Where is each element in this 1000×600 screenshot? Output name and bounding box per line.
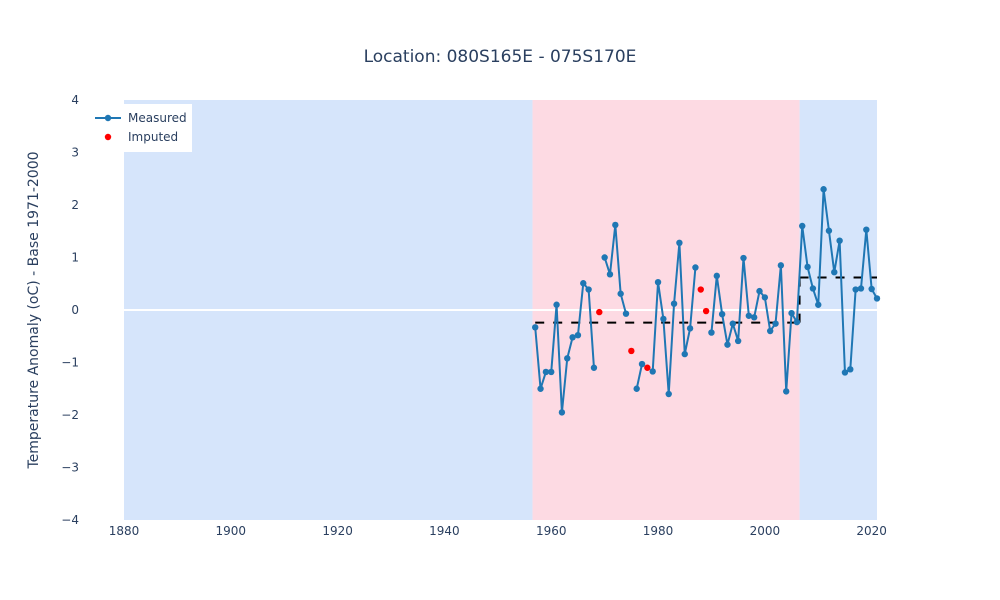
data-point-measured — [638, 360, 646, 368]
data-point-measured — [590, 364, 598, 371]
data-point-measured — [820, 186, 827, 193]
data-point-measured — [580, 280, 587, 287]
data-point-measured — [863, 226, 870, 233]
legend-label-imputed: Imputed — [128, 130, 178, 144]
y-tick-label: 3 — [71, 146, 79, 160]
data-point-measured — [686, 325, 694, 332]
data-point-measured — [553, 301, 560, 308]
chart-title: Location: 080S165E - 075S170E — [364, 47, 637, 67]
data-point-measured — [750, 314, 758, 321]
x-tick-label: 1980 — [643, 524, 674, 538]
data-point-measured — [734, 337, 742, 345]
data-point-imputed — [697, 286, 704, 293]
x-tick-label: 1880 — [109, 524, 140, 538]
data-point-measured — [847, 366, 854, 373]
x-tick-label: 1960 — [536, 524, 567, 538]
y-tick-label: 2 — [71, 198, 79, 212]
data-point-measured — [766, 327, 774, 335]
data-point-measured — [777, 262, 785, 269]
x-tick-label: 1940 — [429, 524, 460, 538]
data-point-measured — [665, 390, 672, 398]
data-point-measured — [825, 227, 833, 234]
data-point-measured — [606, 271, 614, 278]
data-point-measured — [852, 286, 859, 293]
data-point-measured — [857, 285, 865, 292]
data-point-measured — [622, 310, 630, 317]
data-point-measured — [708, 329, 715, 336]
series-points — [532, 186, 881, 416]
data-point-measured — [532, 324, 539, 331]
data-point-measured — [569, 334, 576, 341]
data-point-measured — [836, 237, 843, 244]
data-point-measured — [831, 269, 838, 276]
y-axis-title: Temperature Anomaly (oC) - Base 1971-200… — [26, 151, 42, 469]
series-line-measured-2 — [635, 363, 643, 389]
data-point-measured — [788, 309, 795, 317]
data-point-measured — [761, 294, 769, 301]
data-point-measured — [649, 368, 656, 375]
y-tick-label: 4 — [71, 93, 79, 107]
legend-marker-imputed — [104, 133, 112, 141]
data-point-measured — [740, 254, 747, 262]
data-point-measured — [793, 318, 801, 326]
data-point-measured — [772, 320, 779, 327]
data-point-imputed — [702, 307, 710, 315]
y-tick-label: −3 — [61, 461, 79, 475]
legend-box — [92, 104, 192, 152]
data-point-measured — [633, 385, 640, 392]
y-tick-label: −2 — [61, 408, 79, 422]
data-point-measured — [558, 409, 566, 416]
data-point-measured — [718, 311, 726, 318]
data-point-measured — [692, 264, 699, 271]
data-point-measured — [617, 290, 624, 297]
data-point-measured — [724, 341, 731, 348]
data-point-measured — [564, 355, 571, 362]
data-point-measured — [868, 285, 875, 293]
data-point-measured — [676, 239, 683, 246]
legend-marker-measured — [104, 114, 112, 122]
data-point-measured — [809, 285, 817, 292]
data-point-measured — [681, 350, 688, 358]
data-point-measured — [601, 254, 608, 261]
data-point-measured — [542, 368, 550, 376]
x-tick-label: 2000 — [750, 524, 781, 538]
data-point-measured — [841, 369, 849, 376]
data-point-measured — [729, 320, 737, 327]
data-point-measured — [574, 332, 582, 339]
data-point-measured — [537, 385, 544, 392]
y-tick-label: −1 — [61, 356, 79, 370]
data-point-measured — [783, 388, 790, 395]
data-point-measured — [756, 287, 763, 295]
x-axis: 1880 1900 1920 1940 1960 1980 2000 2020 — [109, 524, 887, 538]
data-point-measured — [612, 221, 619, 229]
y-tick-label: −4 — [61, 513, 79, 527]
data-point-measured — [815, 301, 822, 308]
data-point-measured — [654, 278, 662, 286]
y-tick-label: 1 — [71, 251, 79, 265]
data-point-measured — [799, 222, 806, 230]
y-axis: −4 −3 −2 −1 0 1 2 3 4 — [61, 93, 79, 527]
legend[interactable]: Measured Imputed — [92, 104, 192, 152]
data-point-measured — [660, 315, 667, 323]
data-point-measured — [745, 312, 753, 319]
x-tick-label: 1920 — [322, 524, 353, 538]
data-point-measured — [585, 286, 592, 293]
x-tick-label: 1900 — [216, 524, 247, 538]
legend-label-measured: Measured — [128, 111, 187, 125]
data-point-imputed — [596, 308, 603, 316]
data-point-measured — [548, 368, 555, 376]
data-point-measured — [670, 300, 678, 307]
data-point-measured — [873, 295, 881, 302]
data-point-measured — [804, 263, 811, 271]
data-point-measured — [713, 272, 720, 280]
data-point-imputed — [644, 364, 651, 371]
y-tick-label: 0 — [71, 303, 79, 317]
x-tick-label: 2020 — [856, 524, 887, 538]
data-point-imputed — [628, 347, 635, 355]
